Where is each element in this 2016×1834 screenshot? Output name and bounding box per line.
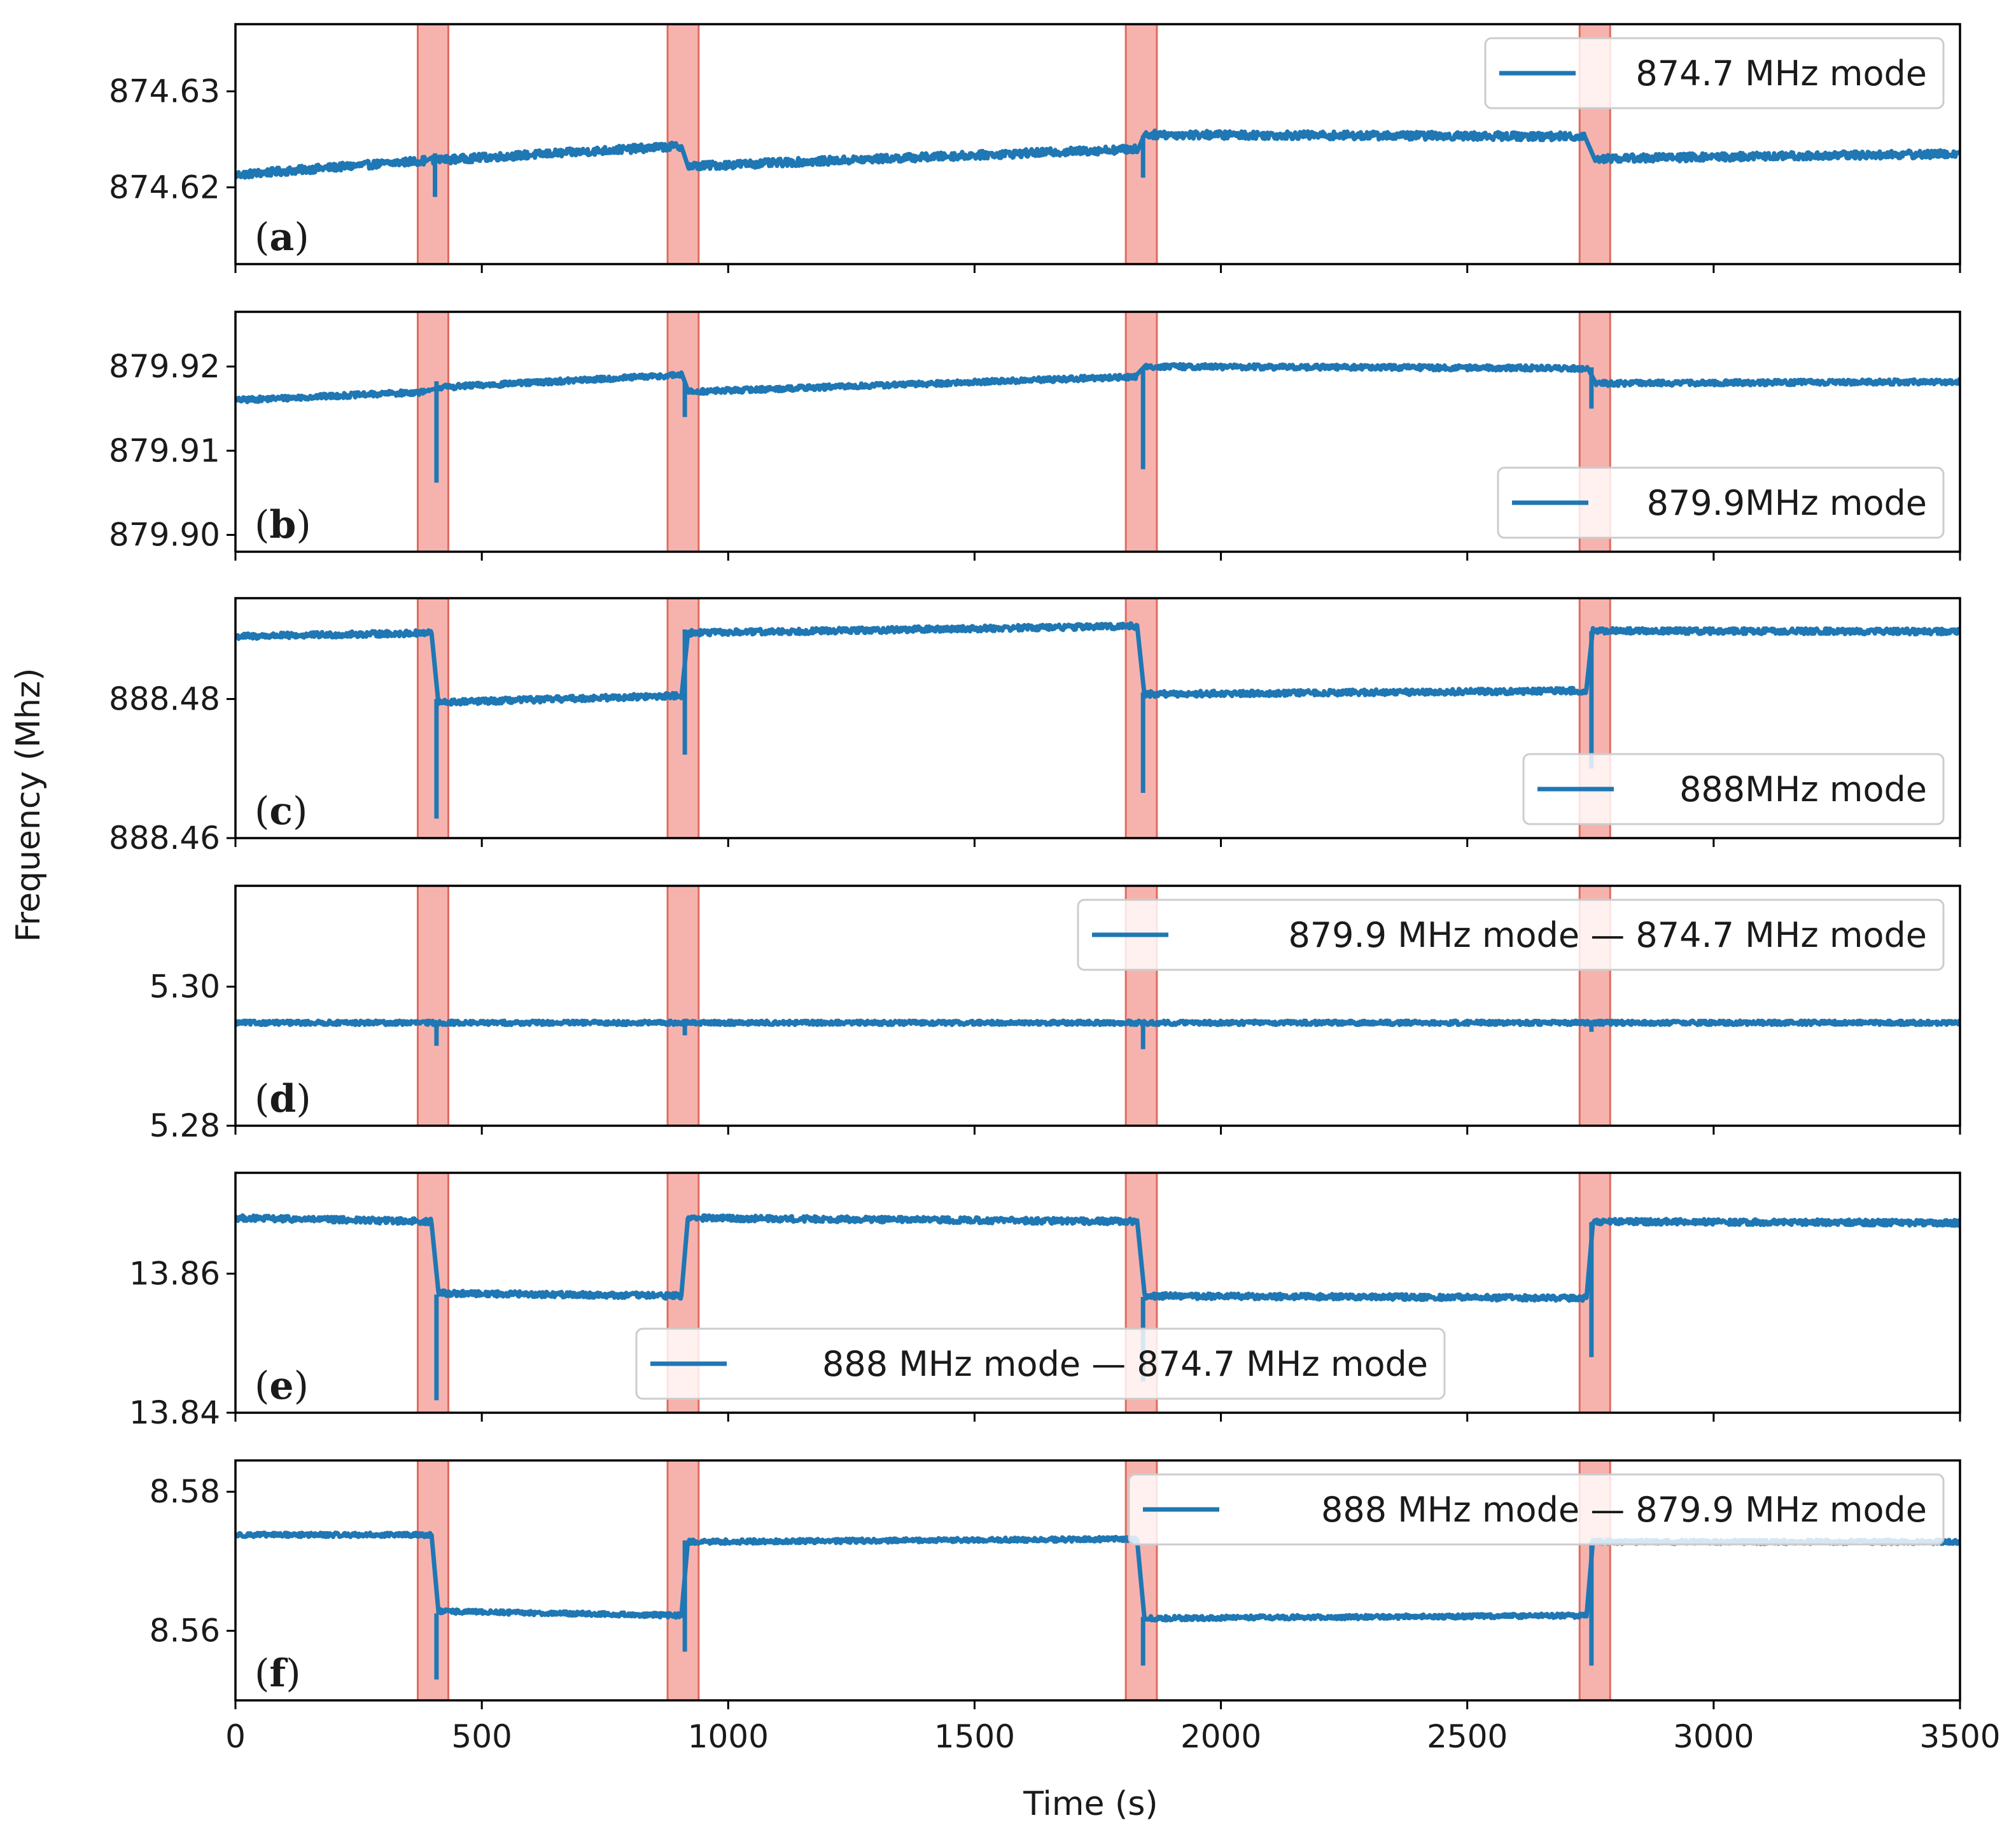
series-line bbox=[235, 1018, 1960, 1027]
series-group bbox=[235, 1018, 1960, 1049]
y-tick-label: 13.86 bbox=[129, 1255, 220, 1292]
x-tick-label: 3000 bbox=[1673, 1718, 1754, 1755]
legend-label: 888MHz mode bbox=[1679, 769, 1927, 809]
legend: 888 MHz mode — 879.9 MHz mode bbox=[1128, 1473, 1945, 1546]
legend: 888 MHz mode — 874.7 MHz mode bbox=[635, 1327, 1446, 1400]
shaded-interval bbox=[416, 23, 449, 265]
panel-letter-value: f bbox=[269, 1651, 288, 1696]
legend: 879.9MHz mode bbox=[1497, 466, 1945, 539]
series-line bbox=[235, 129, 1960, 180]
axes-frame bbox=[234, 597, 1961, 839]
panel-f: 8.58 8.56 (f) 888 MHz mode — 879.9 MHz mode bbox=[150, 1459, 1961, 1709]
panel-letter: (f) bbox=[255, 1651, 301, 1696]
legend-box bbox=[1497, 466, 1945, 539]
legend-label: 879.9 MHz mode — 874.7 MHz mode bbox=[1288, 915, 1927, 955]
legend-label: 888 MHz mode — 879.9 MHz mode bbox=[1321, 1490, 1927, 1530]
legend-box bbox=[1484, 37, 1945, 109]
x-tick-label: 1000 bbox=[688, 1718, 769, 1755]
shaded-interval bbox=[416, 311, 449, 553]
panel-letter: (b) bbox=[255, 503, 311, 547]
y-axis-label: Frequency (Mhz) bbox=[10, 668, 48, 942]
legend-box bbox=[1128, 1473, 1945, 1546]
series-group bbox=[235, 361, 1960, 483]
shaded-interval bbox=[1124, 311, 1158, 553]
y-tick-label: 8.58 bbox=[150, 1473, 220, 1510]
axes-frame bbox=[234, 311, 1961, 553]
y-tick-label: 5.28 bbox=[150, 1107, 220, 1144]
x-tick-label: 1500 bbox=[934, 1718, 1015, 1755]
legend-box bbox=[635, 1327, 1446, 1400]
legend: 888MHz mode bbox=[1522, 753, 1945, 825]
panel-letter: (d) bbox=[255, 1077, 311, 1121]
series-line bbox=[235, 1530, 1960, 1623]
x-axis: 0 500 1000 1500 2000 2500 3000 3500 bbox=[225, 1718, 2001, 1755]
legend-label: 888 MHz mode — 874.7 MHz mode bbox=[822, 1344, 1428, 1384]
series-group bbox=[235, 621, 1960, 819]
series-group bbox=[235, 129, 1960, 197]
y-tick-label: 879.91 bbox=[109, 432, 220, 469]
y-tick-label: 874.62 bbox=[109, 169, 220, 206]
axes-frame bbox=[234, 885, 1961, 1127]
y-tick-label: 888.48 bbox=[109, 680, 220, 717]
shaded-interval bbox=[416, 885, 449, 1127]
panel-letter: (e) bbox=[255, 1364, 309, 1408]
panel-letter-value: a bbox=[269, 215, 294, 260]
y-tick-label: 5.30 bbox=[150, 968, 220, 1005]
axes-frame bbox=[234, 23, 1961, 265]
panel-c: 888.48 888.46 (c) 888MHz mode bbox=[109, 597, 1961, 857]
series-line bbox=[235, 361, 1960, 405]
shaded-interval bbox=[1578, 1172, 1611, 1414]
y-tick-label: 879.90 bbox=[109, 517, 220, 554]
panel-letter-value: c bbox=[269, 789, 293, 834]
panel-letter: (a) bbox=[255, 215, 309, 260]
y-tick-label: 888.46 bbox=[109, 820, 220, 857]
y-tick-label: 879.92 bbox=[109, 348, 220, 385]
shaded-interval bbox=[416, 1459, 449, 1702]
legend: 874.7 MHz mode bbox=[1484, 37, 1945, 109]
axes-frame bbox=[234, 1172, 1961, 1414]
axes-frame bbox=[234, 1459, 1961, 1702]
panel-letter-value: e bbox=[269, 1364, 293, 1408]
panel-letter-value: d bbox=[269, 1077, 296, 1121]
panel-e: 13.86 13.84 (e) 888 MHz mode — 874.7 MHz mo… bbox=[129, 1172, 1961, 1431]
shaded-interval bbox=[666, 311, 700, 553]
y-tick-label: 13.84 bbox=[129, 1394, 220, 1431]
series-group bbox=[235, 1530, 1960, 1680]
y-tick-label: 874.63 bbox=[109, 73, 220, 110]
legend-label: 879.9MHz mode bbox=[1647, 483, 1927, 523]
legend-box bbox=[1077, 899, 1945, 971]
x-tick-label: 3500 bbox=[1919, 1718, 2000, 1755]
panel-b: 879.92 879.91 879.90 (b) 879.9MHz mode bbox=[109, 311, 1961, 561]
panel-d: 5.30 5.28 (d) 879.9 MHz mode — 874.7 MHz mo… bbox=[150, 885, 1961, 1144]
panel-letter: (c) bbox=[255, 789, 307, 834]
panel-a: 874.63 874.62 (a) 874.7 MHz mode bbox=[109, 23, 1961, 273]
shaded-interval bbox=[666, 885, 700, 1127]
x-tick-label: 2500 bbox=[1427, 1718, 1508, 1755]
legend-box bbox=[1522, 753, 1945, 825]
panel-letter-value: b bbox=[269, 503, 296, 547]
x-tick-label: 500 bbox=[451, 1718, 512, 1755]
series-line bbox=[235, 1213, 1960, 1303]
legend-label: 874.7 MHz mode bbox=[1635, 53, 1927, 94]
y-tick-label: 8.56 bbox=[150, 1613, 220, 1649]
x-tick-label: 2000 bbox=[1180, 1718, 1261, 1755]
x-tick-label: 0 bbox=[225, 1718, 246, 1755]
legend: 879.9 MHz mode — 874.7 MHz mode bbox=[1077, 899, 1945, 971]
x-axis-label: Time (s) bbox=[1023, 1785, 1158, 1823]
series-line bbox=[235, 621, 1960, 707]
